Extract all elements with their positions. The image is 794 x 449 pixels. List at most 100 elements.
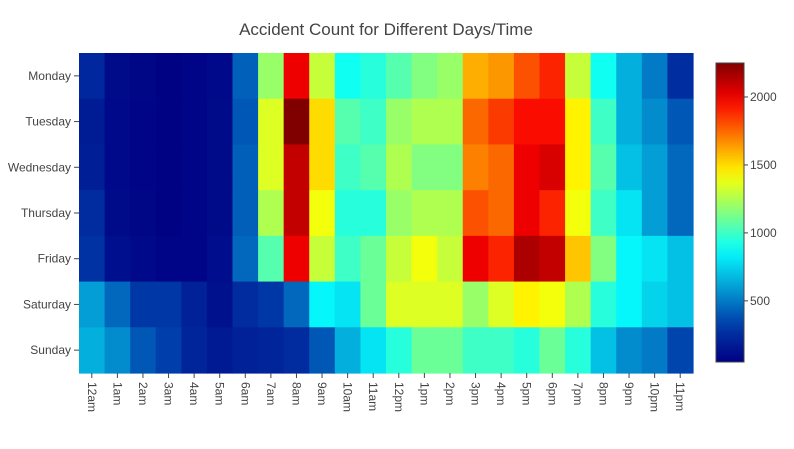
chart-title: Accident Count for Different Days/Time <box>239 20 533 39</box>
x-tick-label: 11am <box>366 382 380 411</box>
heatmap-cell <box>206 281 234 328</box>
x-tick-label: 7am <box>264 382 278 405</box>
heatmap-cell <box>258 190 285 237</box>
heatmap-cell <box>79 190 106 237</box>
heatmap-cell <box>462 281 489 328</box>
heatmap-cell <box>590 144 617 191</box>
y-axis-ticks: Monday Tuesday Wednesday Thursday Friday Satu… <box>8 69 79 357</box>
heatmap-cell <box>334 98 362 146</box>
x-tick-label: 1am <box>110 382 124 405</box>
heatmap-cell <box>334 327 362 374</box>
heatmap-cell <box>104 53 131 100</box>
x-tick-label: 11pm <box>673 382 687 411</box>
heatmap-cell <box>616 98 643 146</box>
heatmap-cell <box>565 144 592 191</box>
heatmap-cell <box>386 235 413 283</box>
heatmap-cell <box>206 98 234 146</box>
heatmap-cell <box>130 327 157 374</box>
heatmap-cell <box>411 98 438 146</box>
heatmap-cell <box>539 53 566 100</box>
heatmap-cell <box>360 235 387 283</box>
heatmap-cell <box>181 144 208 191</box>
x-tick-label: 8pm <box>596 382 610 405</box>
heatmap-cell <box>667 235 694 283</box>
heatmap-cell <box>206 144 234 191</box>
heatmap-cell <box>488 144 515 191</box>
heatmap-cell <box>513 281 541 328</box>
heatmap-cell <box>488 53 515 100</box>
heatmap-cell <box>667 98 694 146</box>
heatmap-cell <box>641 53 669 100</box>
heatmap-cell <box>360 281 387 328</box>
heatmap-cell <box>386 144 413 191</box>
heatmap-cell <box>462 235 489 283</box>
heatmap-cell <box>539 235 566 283</box>
heatmap-cell <box>130 144 157 191</box>
heatmap-cell <box>411 235 438 283</box>
heatmap-cell <box>309 281 336 328</box>
heatmap-cell <box>309 327 336 374</box>
heatmap-cell <box>206 190 234 237</box>
x-tick-label: 9pm <box>622 382 636 405</box>
y-tick-label: Tuesday <box>25 115 71 129</box>
x-tick-label: 4am <box>187 382 201 405</box>
x-axis-ticks: 12am 1am 2am 3am 4am 5am 6am 7am 8am 9am 10am 11am 1… <box>85 373 687 412</box>
heatmap-cell <box>488 190 515 237</box>
x-tick-label: 12am <box>85 382 99 412</box>
heatmap-cell <box>616 53 643 100</box>
heatmap-cell <box>386 281 413 328</box>
heatmap-cell <box>258 327 285 374</box>
heatmap-cell <box>309 98 336 146</box>
heatmap-cell <box>590 235 617 283</box>
x-tick-label: 12pm <box>392 382 406 412</box>
heatmap-cell <box>667 190 694 237</box>
heatmap-cell <box>232 144 259 191</box>
heatmap-cell <box>513 144 541 191</box>
heatmap-cell <box>283 53 310 100</box>
heatmap-cell <box>386 327 413 374</box>
heatmap-cell <box>386 53 413 100</box>
x-tick-label: 10pm <box>648 382 662 412</box>
heatmap-cell <box>437 190 464 237</box>
heatmap-cell <box>181 235 208 283</box>
heatmap-cell <box>641 190 669 237</box>
heatmap-cell <box>258 281 285 328</box>
heatmap-cell <box>411 327 438 374</box>
heatmap-cell <box>155 235 182 283</box>
heatmap-cell <box>206 53 234 100</box>
heatmap-cell <box>79 144 106 191</box>
x-tick-label: 1pm <box>417 382 431 405</box>
x-tick-label: 3pm <box>469 382 483 405</box>
heatmap-cell <box>334 144 362 191</box>
x-tick-label: 8am <box>289 382 303 405</box>
heatmap-cell <box>130 281 157 328</box>
heatmap-cell <box>539 144 566 191</box>
heatmap-cell <box>206 235 234 283</box>
heatmap-cell <box>590 190 617 237</box>
heatmap-cell <box>565 281 592 328</box>
heatmap-cell <box>539 327 566 374</box>
heatmap-cell <box>386 98 413 146</box>
heatmap-cell <box>590 281 617 328</box>
y-tick-label: Friday <box>38 252 71 266</box>
heatmap-cell <box>334 53 362 100</box>
heatmap-cell <box>334 281 362 328</box>
heatmap-cell <box>360 190 387 237</box>
heatmap-cell <box>641 98 669 146</box>
heatmap-cell <box>462 53 489 100</box>
x-tick-label: 5am <box>213 382 227 405</box>
heatmap-cell <box>104 144 131 191</box>
heatmap-cell <box>104 281 131 328</box>
heatmap-cell <box>462 98 489 146</box>
heatmap-cell <box>232 235 259 283</box>
heatmap-cell <box>360 327 387 374</box>
heatmap-cell <box>462 144 489 191</box>
heatmap-cell <box>130 53 157 100</box>
heatmap-cell <box>181 327 208 374</box>
heatmap-cell <box>565 235 592 283</box>
y-tick-label: Saturday <box>23 297 71 311</box>
heatmap-cell <box>565 190 592 237</box>
colorbar-tick-label: 2000 <box>750 90 777 104</box>
heatmap-cell <box>437 327 464 374</box>
heatmap-cell <box>616 281 643 328</box>
